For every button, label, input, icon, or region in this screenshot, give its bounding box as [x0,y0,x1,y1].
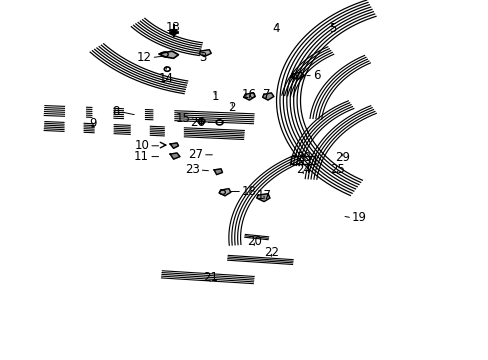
Text: 19: 19 [351,211,366,224]
Text: 24: 24 [295,163,310,176]
Polygon shape [170,153,180,159]
Text: 22: 22 [264,246,278,259]
Polygon shape [199,50,211,57]
Polygon shape [214,169,222,175]
Text: 27: 27 [187,148,203,161]
Text: 26: 26 [190,116,205,129]
Text: 3: 3 [199,51,206,64]
Text: 12: 12 [136,51,151,64]
Polygon shape [262,93,273,100]
Polygon shape [65,105,85,118]
Polygon shape [93,106,112,120]
Polygon shape [124,107,144,121]
Bar [291,156,314,164]
Polygon shape [131,124,149,136]
Text: 4: 4 [272,22,280,35]
Text: 10: 10 [134,139,149,152]
Text: 13: 13 [166,21,181,34]
Text: 17: 17 [256,189,271,202]
Polygon shape [170,143,178,148]
Text: 2: 2 [228,101,236,114]
Text: 5: 5 [328,22,336,35]
Text: 18: 18 [242,185,256,198]
Polygon shape [65,121,82,134]
Polygon shape [292,72,304,79]
Polygon shape [256,194,269,202]
Text: 29: 29 [334,151,349,164]
Text: 14: 14 [159,72,173,85]
Text: 7: 7 [262,88,270,101]
Polygon shape [243,93,255,100]
Circle shape [170,31,176,35]
Text: 9: 9 [89,117,97,130]
Text: 16: 16 [242,88,256,101]
Text: 15: 15 [176,112,190,125]
Text: 23: 23 [184,163,199,176]
Text: 28: 28 [295,151,310,164]
Polygon shape [95,123,113,135]
Text: 1: 1 [211,90,219,103]
Text: 8: 8 [112,105,120,118]
Polygon shape [219,189,230,196]
Text: 11: 11 [134,150,149,163]
Text: 21: 21 [203,271,217,284]
Text: 20: 20 [246,235,261,248]
Polygon shape [154,108,173,122]
Polygon shape [159,51,178,58]
Text: 25: 25 [329,163,344,176]
Text: 6: 6 [312,69,320,82]
Polygon shape [165,126,183,138]
